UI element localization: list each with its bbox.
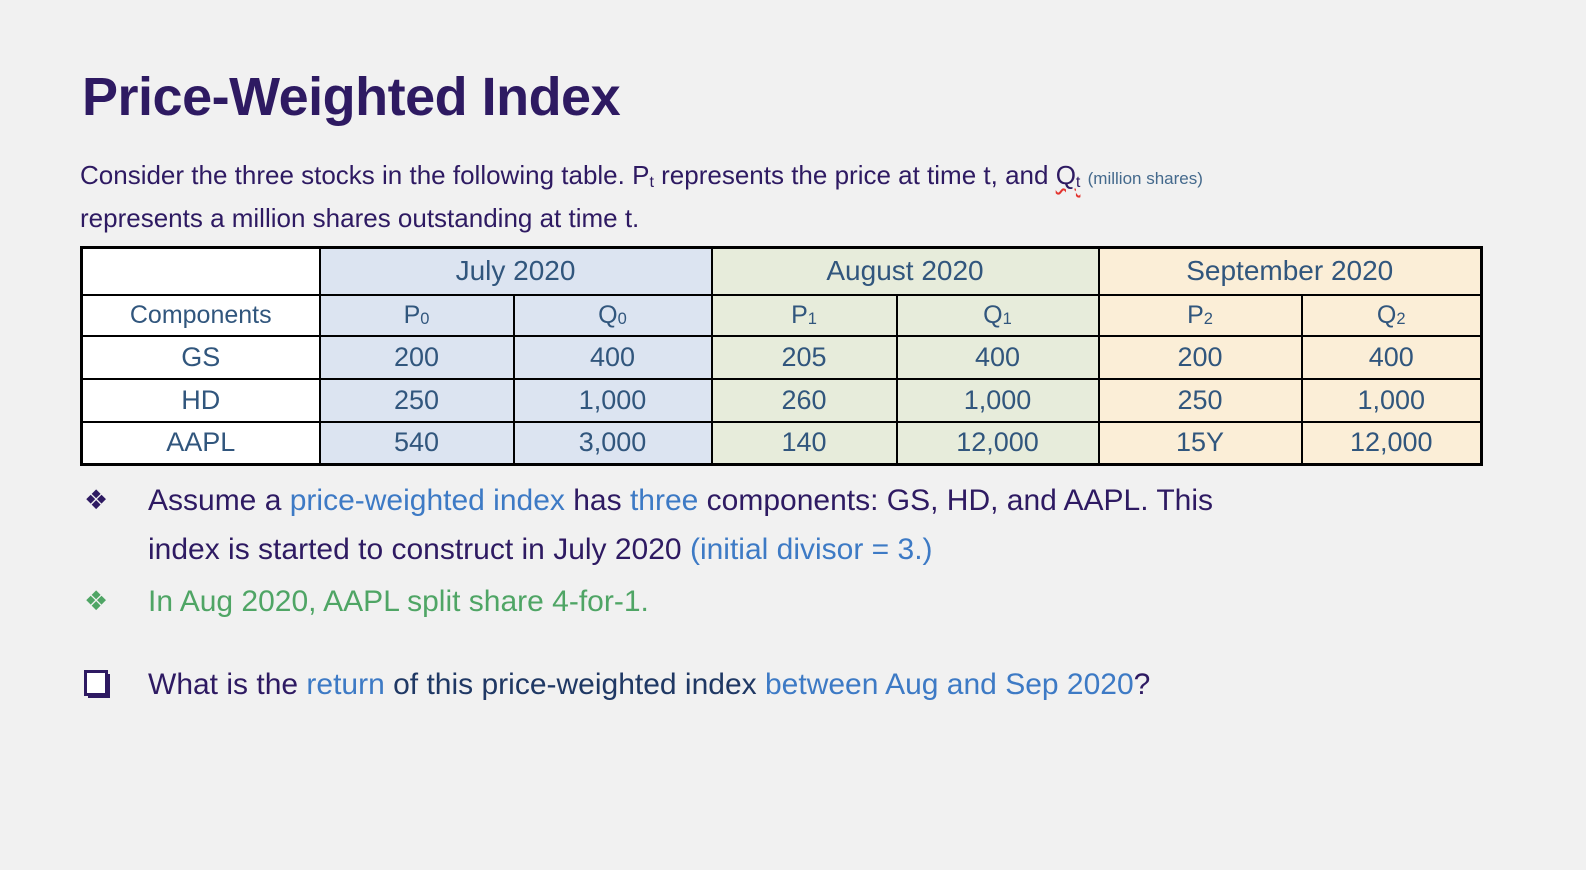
month-header-row: July 2020 August 2020 September 2020 bbox=[80, 246, 1483, 296]
month-header-cell: July 2020 bbox=[318, 246, 713, 296]
col-header-cell: P2 bbox=[1097, 293, 1303, 337]
data-cell: 200 bbox=[318, 334, 515, 380]
col-header-subscript: 1 bbox=[807, 310, 817, 329]
data-cell: 540 bbox=[318, 420, 515, 466]
bullet-item-assumption: ❖ Assume a price-weighted index has thre… bbox=[84, 476, 1213, 574]
question-item: What is the return of this price-weighte… bbox=[84, 660, 1150, 712]
data-cell: 400 bbox=[895, 334, 1100, 380]
col-header-cell: Q1 bbox=[895, 293, 1100, 337]
text-segment: (initial divisor = 3.) bbox=[689, 533, 933, 566]
text-segment: ? bbox=[1133, 668, 1151, 701]
month-header-cell: August 2020 bbox=[710, 246, 1100, 296]
data-cell: 205 bbox=[710, 334, 898, 380]
ticker-cell: HD bbox=[80, 377, 321, 423]
data-cell: 250 bbox=[1097, 377, 1303, 423]
data-cell: 3,000 bbox=[512, 420, 713, 466]
diamond-bullet-icon: ❖ bbox=[84, 485, 109, 515]
col-header-cell: P0 bbox=[318, 293, 515, 337]
text-segment: index is started to construct in July 20… bbox=[148, 533, 690, 566]
table-row: HD 250 1,000 260 1,000 250 1,000 bbox=[80, 377, 1483, 423]
text-segment: t bbox=[649, 172, 654, 191]
table-body: July 2020 August 2020 September 2020 Compon… bbox=[80, 246, 1483, 466]
col-header-cell: P1 bbox=[710, 293, 898, 337]
text-segment: t bbox=[1075, 172, 1081, 191]
col-header-subscript: 1 bbox=[1002, 310, 1012, 329]
data-cell: 250 bbox=[318, 377, 515, 423]
data-cell: 1,000 bbox=[512, 377, 713, 423]
col-header-base: P bbox=[1187, 300, 1204, 329]
col-header-subscript: 0 bbox=[617, 310, 627, 329]
col-header-subscript: 0 bbox=[420, 310, 430, 329]
text-segment: components: GS, HD, and AAPL. This bbox=[698, 484, 1214, 517]
data-cell: 12,000 bbox=[1300, 420, 1483, 466]
text-segment: represents the price at time t, and bbox=[653, 160, 1056, 190]
col-header-cell: Q0 bbox=[512, 293, 713, 337]
intro-paragraph: Consider the three stocks in the followi… bbox=[80, 156, 1520, 238]
col-header-base: Q bbox=[983, 300, 1003, 329]
text-segment: represents a million shares outstanding … bbox=[80, 203, 640, 233]
stock-table: July 2020 August 2020 September 2020 Compon… bbox=[80, 246, 1483, 466]
col-header-base: Q bbox=[1376, 300, 1397, 329]
data-cell: 12,000 bbox=[895, 420, 1100, 466]
text-segment: Q bbox=[1055, 160, 1076, 190]
corner-cell bbox=[80, 246, 321, 296]
table-row: GS 200 400 205 400 200 400 bbox=[80, 334, 1483, 380]
text-segment: What is the bbox=[148, 668, 307, 701]
month-header-cell: September 2020 bbox=[1097, 246, 1483, 296]
page-title: Price-Weighted Index bbox=[82, 67, 621, 127]
col-header-base: P bbox=[791, 300, 808, 329]
table-row: AAPL 540 3,000 140 12,000 15Y 12,000 bbox=[80, 420, 1483, 466]
diamond-bullet-icon: ❖ bbox=[84, 586, 109, 616]
text-segment: has bbox=[564, 484, 630, 517]
text-segment: Assume a bbox=[148, 484, 290, 517]
text-segment: three bbox=[629, 484, 699, 517]
question-text: What is the return of this price-weighte… bbox=[148, 660, 1150, 709]
col-header-subscript: 2 bbox=[1203, 310, 1213, 329]
row-header-label-cell: Components bbox=[80, 293, 321, 337]
bullet-item-split: ❖ In Aug 2020, AAPL split share 4-for-1. bbox=[84, 577, 649, 626]
text-segment: return bbox=[306, 668, 385, 701]
text-segment: price-weighted index bbox=[289, 484, 565, 517]
text-segment bbox=[1080, 160, 1087, 190]
data-cell: 400 bbox=[1300, 334, 1483, 380]
col-header-base: P bbox=[403, 300, 421, 329]
col-header-cell: Q2 bbox=[1300, 293, 1483, 337]
col-header-subscript: 2 bbox=[1396, 310, 1406, 329]
data-cell: 1,000 bbox=[1300, 377, 1483, 423]
data-cell: 1,000 bbox=[895, 377, 1100, 423]
data-cell: 140 bbox=[710, 420, 898, 466]
text-segment: In Aug 2020, AAPL split share 4-for-1. bbox=[148, 585, 649, 618]
data-cell: 400 bbox=[512, 334, 713, 380]
column-header-row: Components P0 Q0 P1 Q1 P2 Q2 bbox=[80, 293, 1483, 337]
data-cell: 15Y bbox=[1097, 420, 1303, 466]
text-segment: Consider the three stocks in the followi… bbox=[80, 160, 650, 190]
data-cell: 200 bbox=[1097, 334, 1303, 380]
col-header-base: Q bbox=[598, 300, 618, 329]
text-segment: between Aug and Sep 2020 bbox=[764, 668, 1134, 701]
data-cell: 260 bbox=[710, 377, 898, 423]
ticker-cell: GS bbox=[80, 334, 321, 380]
text-segment: of this price-weighted index bbox=[384, 668, 765, 701]
text-segment: (million shares) bbox=[1087, 169, 1203, 188]
bullet-text: In Aug 2020, AAPL split share 4-for-1. bbox=[148, 577, 649, 626]
checkbox-bullet-icon bbox=[84, 660, 148, 712]
bullet-text: Assume a price-weighted index has three … bbox=[148, 476, 1213, 574]
ticker-cell: AAPL bbox=[80, 420, 321, 466]
